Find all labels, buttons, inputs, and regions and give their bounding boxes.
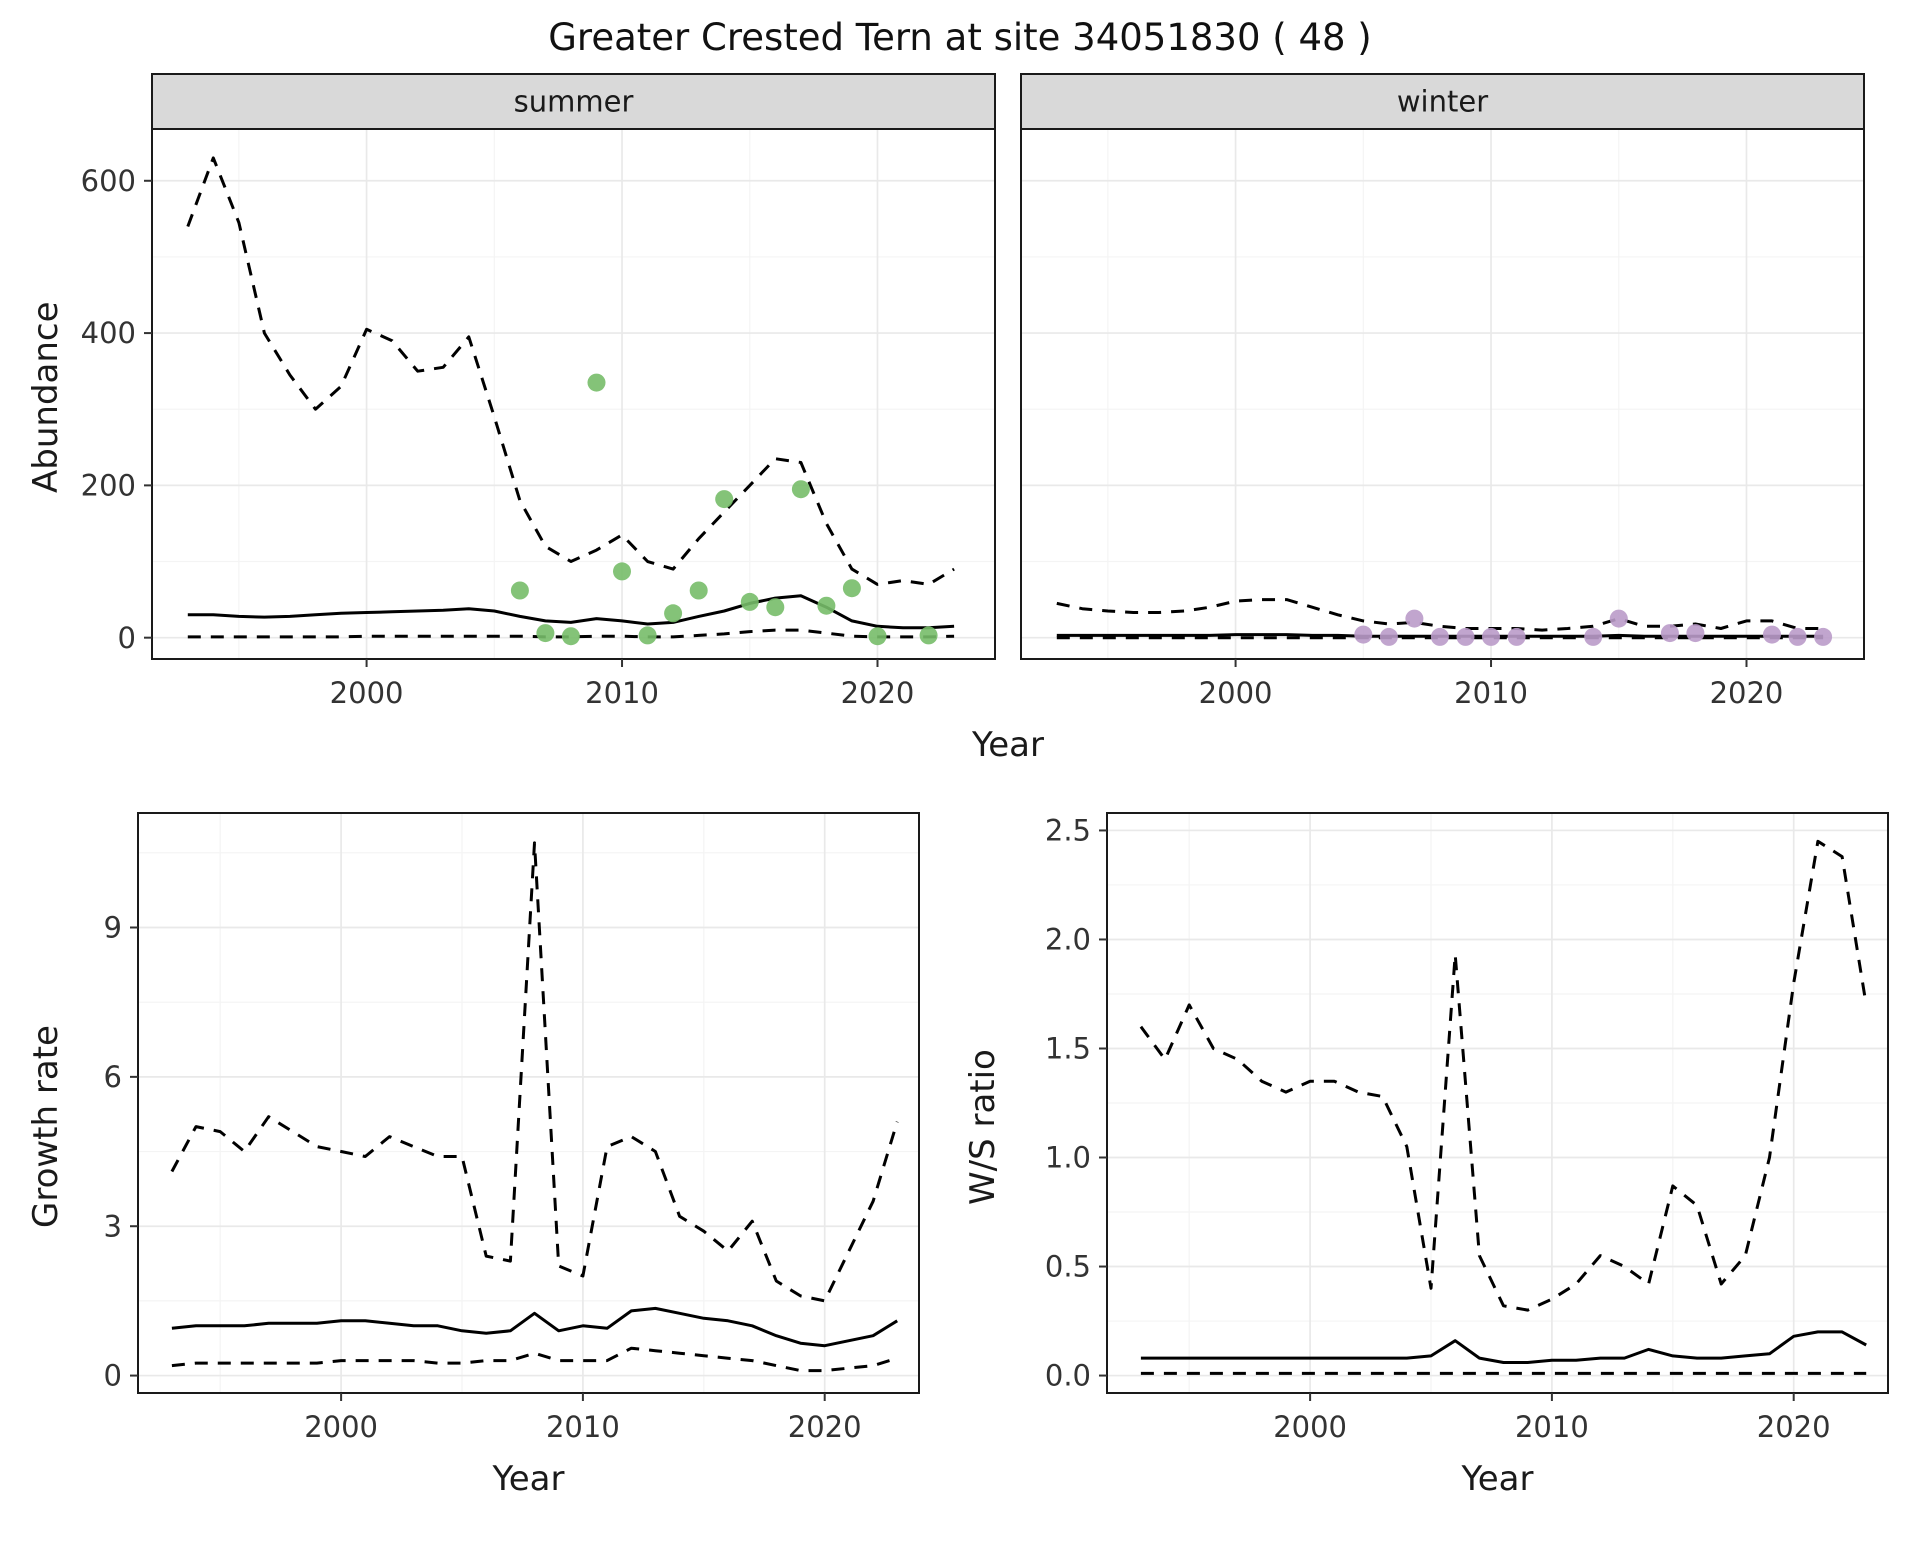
observation-point	[1456, 627, 1475, 646]
abundance-winter-panel: winter 2000 2010 2020	[1009, 73, 1866, 721]
y-tick-label: 0	[118, 621, 136, 655]
observation-point	[1405, 609, 1424, 628]
chart-title: Greater Crested Tern at site 34051830 ( …	[548, 16, 1372, 59]
observation-point	[1507, 627, 1526, 646]
observation-point	[689, 581, 708, 600]
y-tick-label: 0	[104, 1359, 122, 1393]
y-tick-label: 3	[104, 1209, 122, 1243]
observation-point	[868, 627, 887, 646]
x-tick-label: 2000	[1273, 1410, 1347, 1444]
panel-background	[1021, 129, 1864, 659]
abundance-winter-chart: winter 2000 2010 2020	[1020, 73, 1865, 710]
x-tick-label: 2020	[1757, 1410, 1831, 1444]
observation-point	[715, 490, 734, 509]
ws-ratio-x-axis-title: Year	[1461, 1459, 1534, 1499]
median-line	[1140, 1330, 1867, 1364]
x-tick-label: 2010	[1515, 1410, 1589, 1444]
observation-point	[510, 581, 529, 600]
y-tick-label: 0.0	[1045, 1359, 1091, 1393]
x-tick-label: 2010	[585, 676, 659, 710]
ws-ratio-chart: 2000 2010 2020 0.0 0.5 1.0 1.5 2.0 2.5	[1045, 812, 1889, 1444]
x-tick-label: 2010	[546, 1410, 620, 1444]
observation-point	[791, 480, 810, 499]
lower-ci-line	[187, 628, 955, 639]
observation-point	[1482, 627, 1500, 646]
strip-label: summer	[514, 84, 634, 118]
strip-label: winter	[1397, 84, 1488, 118]
observation-point	[1814, 627, 1833, 646]
x-tick-label: 2020	[841, 676, 915, 710]
observation-point	[842, 579, 861, 598]
y-tick-label: 2.0	[1045, 923, 1091, 957]
observation-point	[919, 626, 938, 645]
observation-point	[1686, 624, 1705, 643]
observation-point	[740, 592, 759, 611]
abundance-y-axis-title: Abundance	[26, 301, 66, 493]
observation-point	[587, 373, 606, 392]
growth-rate-plot-body: Growth rate 2000 2010 2020 0 3 6 9	[14, 799, 921, 1455]
y-tick-label: 1.0	[1045, 1141, 1091, 1175]
ws-ratio-panel: 2000 2010 2020 0.0 0.5 1.0 1.5 2.0 2.5	[1015, 799, 1890, 1455]
observation-point	[1430, 627, 1449, 646]
observation-point	[536, 624, 555, 643]
ws-ratio-y-axis-title: W/S ratio	[963, 1049, 1003, 1205]
bottom-plot-row: Growth rate 2000 2010 2020 0 3 6 9 Year W/S ra…	[14, 799, 1906, 1499]
observation-point	[1609, 609, 1628, 628]
lower-ci-line	[171, 1346, 898, 1373]
y-tick-label: 200	[81, 469, 136, 503]
observation-point	[766, 598, 785, 617]
y-tick-label: 1.5	[1045, 1032, 1091, 1066]
observation-point	[561, 627, 580, 646]
upper-ci-line	[1139, 839, 1868, 1312]
x-tick-label: 2000	[304, 1410, 378, 1444]
growth-rate-chart: 2000 2010 2020 0 3 6 9	[104, 812, 920, 1444]
upper-ci-line	[186, 156, 955, 586]
observation-point	[664, 604, 683, 623]
figure: Greater Crested Tern at site 34051830 ( …	[14, 16, 1906, 1499]
observation-point	[1354, 625, 1373, 644]
upper-ci-line	[170, 841, 899, 1303]
observation-point	[1584, 627, 1603, 646]
growth-rate-x-axis-title: Year	[492, 1459, 565, 1499]
y-tick-label: 6	[104, 1060, 122, 1094]
abundance-summer-chart: summer 2000 2010 2020 0 200 400 600	[81, 73, 996, 710]
x-tick-label: 2000	[1199, 676, 1273, 710]
observation-point	[817, 596, 836, 615]
facet-strip	[151, 73, 996, 130]
facet-strip	[1020, 73, 1865, 130]
observation-point	[1660, 624, 1679, 643]
y-tick-label: 400	[81, 316, 136, 350]
abundance-facet-row: Abundance summer 2000 2010 2020 0 200 400 600 w…	[14, 73, 1906, 721]
ws-ratio-plot: W/S ratio 2000 2010 2020 0.0 0.5 1.0 1.5 2.0 2.5…	[951, 799, 1890, 1499]
y-tick-label: 9	[104, 911, 122, 945]
ws-ratio-plot-body: W/S ratio 2000 2010 2020 0.0 0.5 1.0 1.5 2.0 2.5	[951, 799, 1890, 1455]
x-tick-label: 2000	[330, 676, 404, 710]
growth-rate-y-axis-title: Growth rate	[26, 1025, 66, 1229]
facet-spacer	[997, 73, 1009, 721]
x-tick-label: 2010	[1454, 676, 1528, 710]
x-tick-label: 2020	[788, 1410, 862, 1444]
x-tick-label: 2020	[1710, 676, 1784, 710]
panel-border	[1106, 812, 1889, 1394]
observation-point	[1788, 627, 1807, 646]
abundance-x-axis-title: Year	[972, 725, 1044, 765]
growth-rate-panel: 2000 2010 2020 0 3 6 9	[78, 799, 921, 1455]
y-tick-label: 0.5	[1045, 1250, 1091, 1284]
upper-ci-line	[1056, 598, 1824, 632]
observation-point	[1379, 627, 1398, 646]
median-line	[171, 1306, 898, 1348]
abundance-summer-panel: summer 2000 2010 2020 0 200 400 600	[78, 73, 997, 721]
panel-border	[137, 812, 920, 1394]
y-tick-label: 600	[81, 164, 136, 198]
y-tick-label: 2.5	[1045, 814, 1091, 848]
observation-point	[1763, 625, 1781, 644]
panel-background	[138, 813, 919, 1393]
observation-point	[638, 626, 657, 645]
observation-point	[613, 562, 631, 581]
growth-rate-plot: Growth rate 2000 2010 2020 0 3 6 9 Year	[14, 799, 921, 1499]
